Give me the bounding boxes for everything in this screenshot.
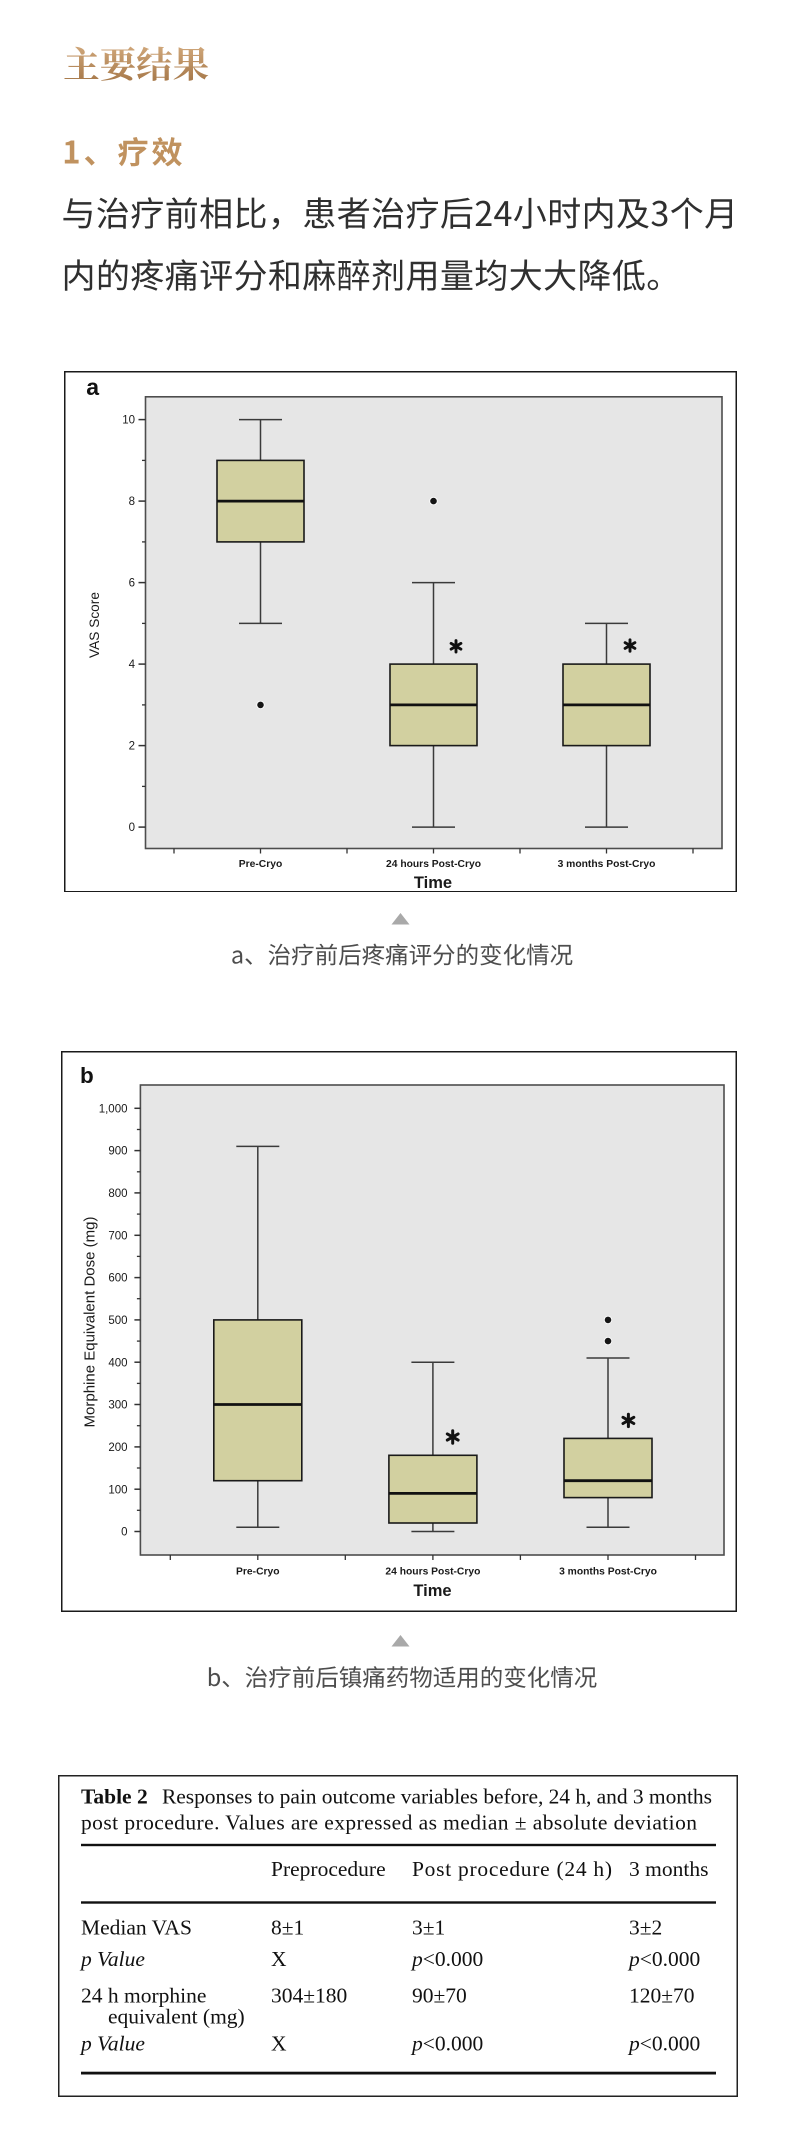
svg-text:0: 0 [121, 1527, 127, 1539]
svg-text:Time: Time [414, 874, 452, 892]
svg-text:Preprocedure: Preprocedure [271, 1857, 386, 1881]
svg-text:8±1: 8±1 [271, 1916, 304, 1940]
svg-text:400: 400 [108, 1357, 127, 1369]
svg-text:p<0.000: p<0.000 [627, 2032, 700, 2056]
svg-text:10: 10 [122, 414, 135, 426]
svg-text:Median VAS: Median VAS [81, 1916, 192, 1940]
svg-text:Table 2: Table 2 [81, 1785, 148, 1809]
svg-text:500: 500 [108, 1315, 127, 1327]
svg-text:900: 900 [108, 1146, 127, 1158]
svg-text:Morphine Equivalent Dose (mg): Morphine Equivalent Dose (mg) [82, 1217, 99, 1428]
svg-text:8: 8 [129, 496, 135, 508]
svg-text:200: 200 [108, 1442, 127, 1454]
svg-text:Responses to pain outcome vari: Responses to pain outcome variables befo… [162, 1785, 712, 1809]
svg-text:3±2: 3±2 [629, 1916, 662, 1940]
svg-text:24 hours Post-Cryo: 24 hours Post-Cryo [385, 1567, 480, 1578]
svg-text:304±180: 304±180 [271, 1984, 347, 2008]
svg-text:3 months: 3 months [629, 1857, 708, 1881]
svg-text:VAS Score: VAS Score [87, 592, 102, 658]
svg-text:4: 4 [129, 659, 136, 671]
svg-text:b: b [80, 1063, 94, 1088]
svg-text:100: 100 [108, 1484, 127, 1496]
svg-text:600: 600 [108, 1273, 127, 1285]
svg-text:2: 2 [129, 740, 135, 752]
svg-text:p<0.000: p<0.000 [410, 1947, 483, 1971]
svg-text:1,000: 1,000 [99, 1103, 128, 1115]
svg-text:0: 0 [129, 822, 135, 834]
svg-text:equivalent (mg): equivalent (mg) [108, 2005, 245, 2029]
svg-text:700: 700 [108, 1230, 127, 1242]
svg-text:p Value: p Value [79, 1947, 145, 1971]
svg-text:800: 800 [108, 1188, 127, 1200]
svg-text:p Value: p Value [79, 2032, 145, 2056]
svg-text:3±1: 3±1 [412, 1916, 445, 1940]
svg-text:Time: Time [413, 1582, 451, 1600]
svg-text:p<0.000: p<0.000 [627, 1947, 700, 1971]
svg-text:300: 300 [108, 1400, 127, 1412]
svg-text:post procedure. Values are exp: post procedure. Values are expressed as … [81, 1811, 697, 1835]
svg-text:a: a [86, 374, 99, 400]
svg-text:X: X [271, 2032, 287, 2056]
svg-text:6: 6 [129, 577, 135, 589]
svg-text:24 hours Post-Cryo: 24 hours Post-Cryo [386, 859, 481, 870]
svg-text:X: X [271, 1947, 287, 1971]
svg-text:p<0.000: p<0.000 [410, 2032, 483, 2056]
svg-text:90±70: 90±70 [412, 1984, 467, 2008]
svg-text:24 h morphine: 24 h morphine [81, 1984, 206, 2008]
svg-text:Post procedure (24 h): Post procedure (24 h) [412, 1857, 612, 1881]
svg-text:Pre-Cryo: Pre-Cryo [236, 1567, 280, 1578]
svg-text:3 months Post-Cryo: 3 months Post-Cryo [558, 859, 656, 870]
svg-text:120±70: 120±70 [629, 1984, 695, 2008]
svg-text:Pre-Cryo: Pre-Cryo [239, 859, 283, 870]
svg-text:3 months Post-Cryo: 3 months Post-Cryo [559, 1567, 657, 1578]
